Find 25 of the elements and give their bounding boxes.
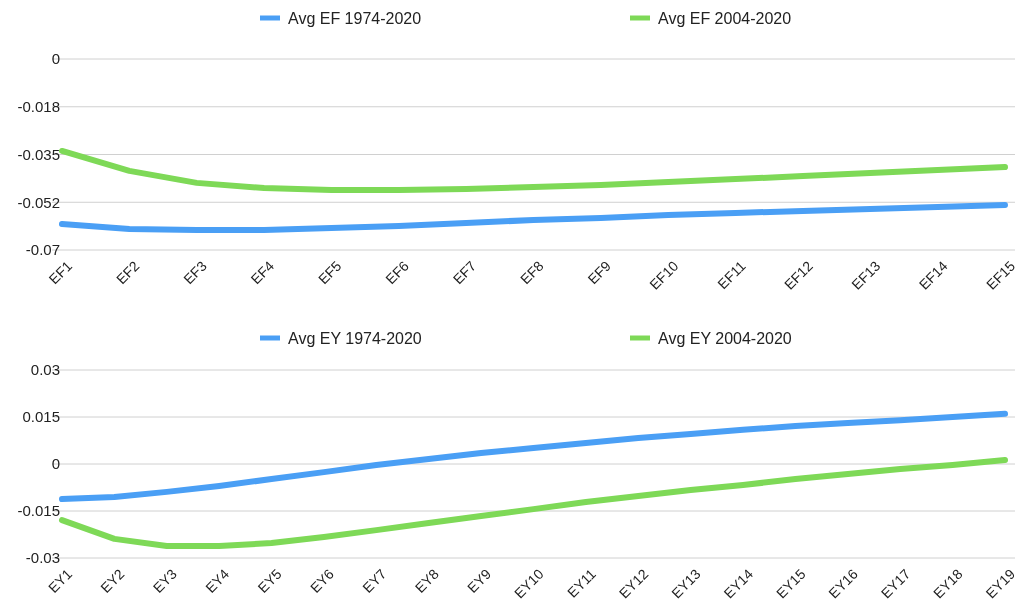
y-tick-label: -0.052 [17,193,60,211]
y-tick-label: -0.018 [17,98,60,115]
y-tick-label: -0.015 [17,502,60,520]
y-tick-label: 0.03 [30,361,60,379]
x-tick-label: EF1 [45,257,76,288]
x-tick-label: EF4 [247,257,278,288]
x-tick-label: EF6 [382,257,412,288]
y-tick-label: -0.03 [25,549,60,567]
y-tick-label: 0 [51,455,60,473]
x-tick-label: EY9 [464,565,495,596]
y-tick-label: 0 [51,50,60,68]
y-tick-label: -0.035 [17,145,60,163]
x-tick-label: EF9 [584,257,615,288]
y-tick-label: 0.015 [22,408,60,426]
x-tick-label: EF8 [517,257,547,288]
x-tick-label: EY1 [45,565,76,596]
x-tick-label: EF2 [112,257,143,288]
legend-label: Avg EF 1974-2020 [288,9,422,27]
x-tick-label: EF7 [449,257,480,288]
legend-label: Avg EF 2004-2020 [658,9,792,27]
x-tick-label: EF3 [180,257,210,288]
y-tick-label: -0.07 [25,241,60,259]
legend-label: Avg EY 1974-2020 [288,329,422,347]
x-tick-label: EF5 [315,257,345,288]
legend-label: Avg EY 2004-2020 [658,329,792,347]
